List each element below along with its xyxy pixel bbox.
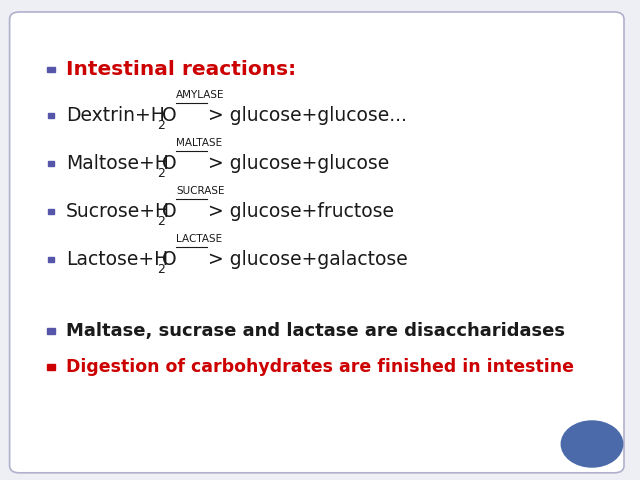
Text: O: O xyxy=(163,202,177,221)
Text: > glucose+galactose: > glucose+galactose xyxy=(208,250,408,269)
Text: Maltase, sucrase and lactase are disaccharidases: Maltase, sucrase and lactase are disacch… xyxy=(66,322,565,340)
Text: 2: 2 xyxy=(157,263,165,276)
Text: O: O xyxy=(163,154,177,173)
Text: > glucose+fructose: > glucose+fructose xyxy=(208,202,394,221)
Bar xyxy=(47,364,55,370)
Circle shape xyxy=(561,421,623,467)
Text: Maltose+H: Maltose+H xyxy=(66,154,169,173)
Text: > glucose+glucose...: > glucose+glucose... xyxy=(208,106,407,125)
Text: 2: 2 xyxy=(157,215,165,228)
Text: Sucrose+H: Sucrose+H xyxy=(66,202,170,221)
Text: AMYLASE: AMYLASE xyxy=(177,90,225,100)
Text: > glucose+glucose: > glucose+glucose xyxy=(208,154,389,173)
Bar xyxy=(47,328,55,334)
Text: MALTASE: MALTASE xyxy=(177,138,223,148)
Text: SUCRASE: SUCRASE xyxy=(177,186,225,196)
Text: Dextrin+H: Dextrin+H xyxy=(66,106,164,125)
Bar xyxy=(47,67,55,72)
Text: 2: 2 xyxy=(157,167,165,180)
Bar xyxy=(48,161,54,166)
Bar xyxy=(48,257,54,262)
Text: O: O xyxy=(163,106,177,125)
Text: LACTASE: LACTASE xyxy=(177,234,223,244)
Text: Intestinal reactions:: Intestinal reactions: xyxy=(66,60,296,79)
Bar xyxy=(48,113,54,118)
Bar xyxy=(48,209,54,214)
Text: O: O xyxy=(163,250,177,269)
Text: Digestion of carbohydrates are finished in intestine: Digestion of carbohydrates are finished … xyxy=(66,358,574,376)
Text: 2: 2 xyxy=(157,119,165,132)
Text: Lactose+H: Lactose+H xyxy=(66,250,168,269)
